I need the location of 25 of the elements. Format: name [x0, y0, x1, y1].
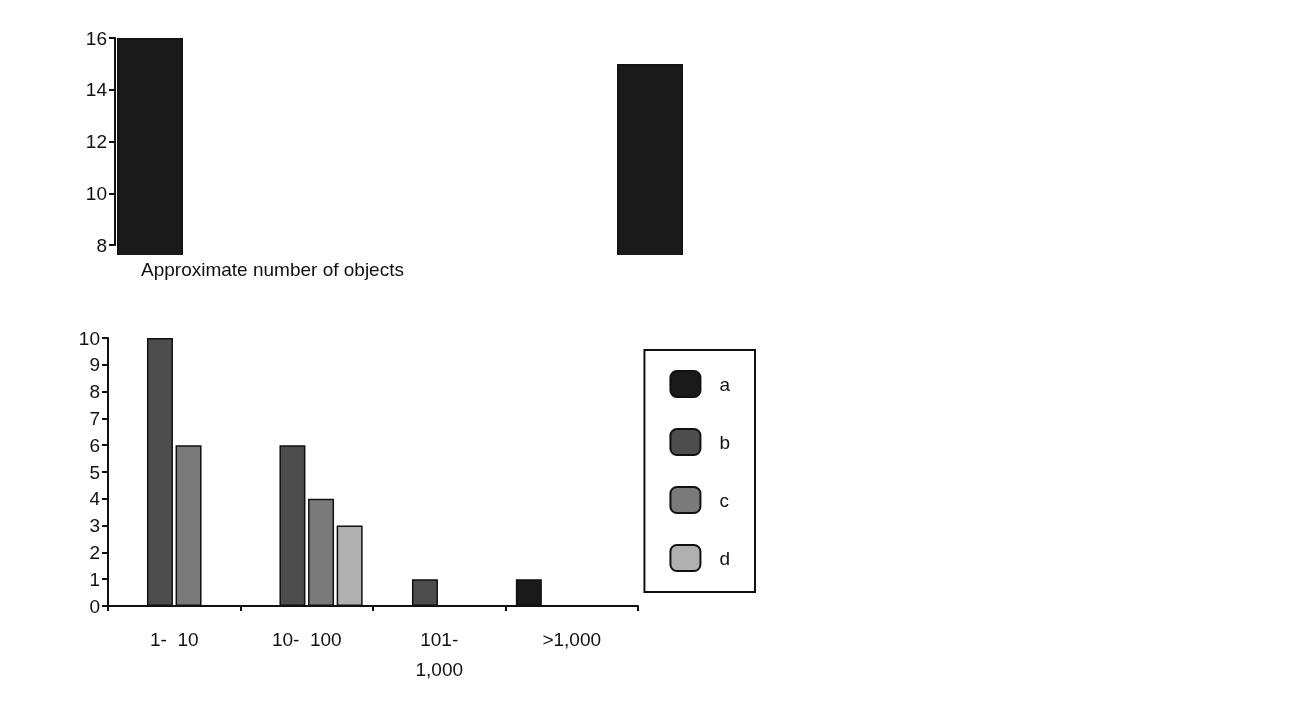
- y-tick-label: 7: [89, 407, 100, 429]
- y-tick-label: 5: [89, 461, 100, 483]
- y-tick-label: 8: [96, 234, 107, 256]
- y-tick-label: 14: [85, 79, 108, 101]
- y-tick-label: 6: [89, 434, 100, 456]
- y-tick-label: 0: [89, 595, 100, 617]
- x-tick-label: 101- 1,000: [415, 628, 464, 680]
- legend-label: c: [719, 489, 729, 511]
- x-tick-label: 10- 100: [271, 628, 342, 650]
- legend-label: b: [719, 431, 731, 453]
- chart-title: Approximate number of objects: [141, 259, 404, 280]
- legend-label: d: [719, 547, 731, 569]
- y-tick-label: 3: [89, 515, 100, 537]
- x-tick-label: 1- 10: [149, 628, 199, 650]
- x-tick-label: >1,000: [542, 628, 602, 650]
- y-tick-label: 2: [89, 541, 100, 563]
- y-tick-label: 8: [89, 381, 100, 403]
- legend-label: a: [719, 373, 731, 395]
- y-tick-label: 10: [85, 182, 107, 204]
- y-tick-label: 9: [89, 354, 100, 376]
- y-tick-label: 12: [85, 131, 107, 152]
- y-tick-label: 16: [85, 27, 107, 49]
- y-tick-label: 4: [89, 488, 101, 510]
- y-tick-label: 10: [78, 327, 100, 349]
- y-tick-label: 1: [89, 568, 100, 590]
